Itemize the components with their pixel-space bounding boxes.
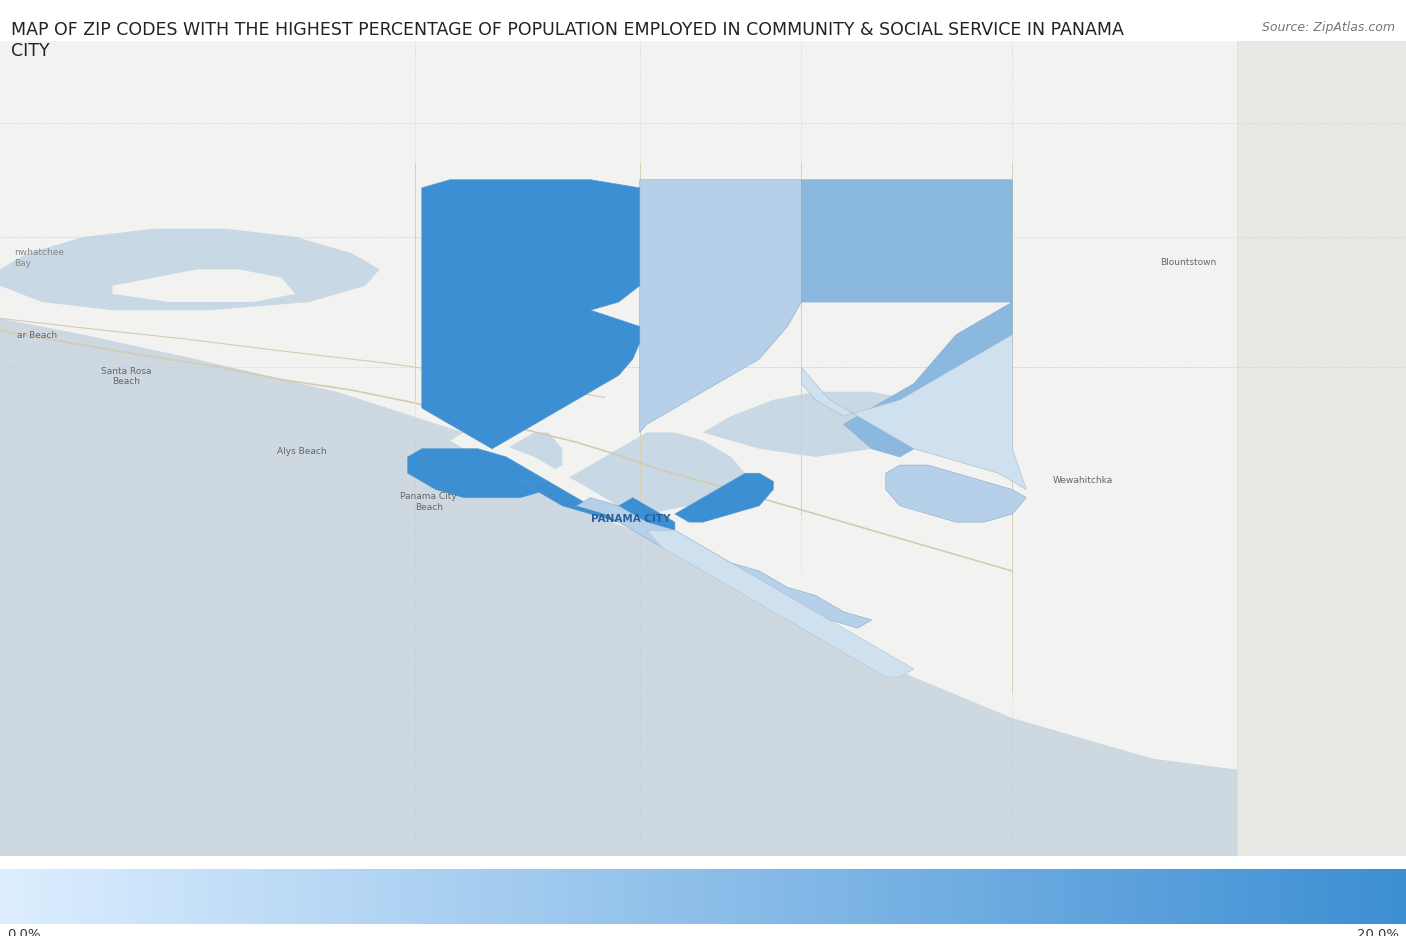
Polygon shape xyxy=(506,433,562,482)
Text: Alys Beach: Alys Beach xyxy=(277,446,328,456)
Text: Panama City
Beach: Panama City Beach xyxy=(401,491,457,511)
Text: Source: ZipAtlas.com: Source: ZipAtlas.com xyxy=(1261,21,1395,34)
Polygon shape xyxy=(801,335,1026,490)
Polygon shape xyxy=(450,433,886,621)
Polygon shape xyxy=(1237,42,1406,856)
Polygon shape xyxy=(422,181,640,449)
Text: 20.0%: 20.0% xyxy=(1357,927,1399,936)
Polygon shape xyxy=(640,181,801,433)
Text: Blountstown: Blountstown xyxy=(1160,257,1216,267)
Text: CITY: CITY xyxy=(11,42,49,60)
Polygon shape xyxy=(0,319,1406,856)
Text: PANAMA CITY: PANAMA CITY xyxy=(591,514,671,523)
Polygon shape xyxy=(703,392,928,458)
Text: 0.0%: 0.0% xyxy=(7,927,41,936)
Polygon shape xyxy=(675,474,773,522)
Polygon shape xyxy=(562,433,745,515)
Polygon shape xyxy=(801,181,1012,458)
Polygon shape xyxy=(408,449,548,498)
Polygon shape xyxy=(112,271,295,302)
Polygon shape xyxy=(647,531,914,678)
Polygon shape xyxy=(576,498,872,628)
Text: Wewahitchka: Wewahitchka xyxy=(1053,475,1112,485)
Text: Santa Rosa
Beach: Santa Rosa Beach xyxy=(101,366,152,386)
Polygon shape xyxy=(0,229,380,311)
Text: ar Beach: ar Beach xyxy=(17,330,58,340)
Polygon shape xyxy=(520,482,675,531)
Text: MAP OF ZIP CODES WITH THE HIGHEST PERCENTAGE OF POPULATION EMPLOYED IN COMMUNITY: MAP OF ZIP CODES WITH THE HIGHEST PERCEN… xyxy=(11,21,1125,38)
Text: nwhatchee
Bay: nwhatchee Bay xyxy=(14,248,65,268)
Polygon shape xyxy=(886,465,1026,522)
Polygon shape xyxy=(0,42,1406,791)
